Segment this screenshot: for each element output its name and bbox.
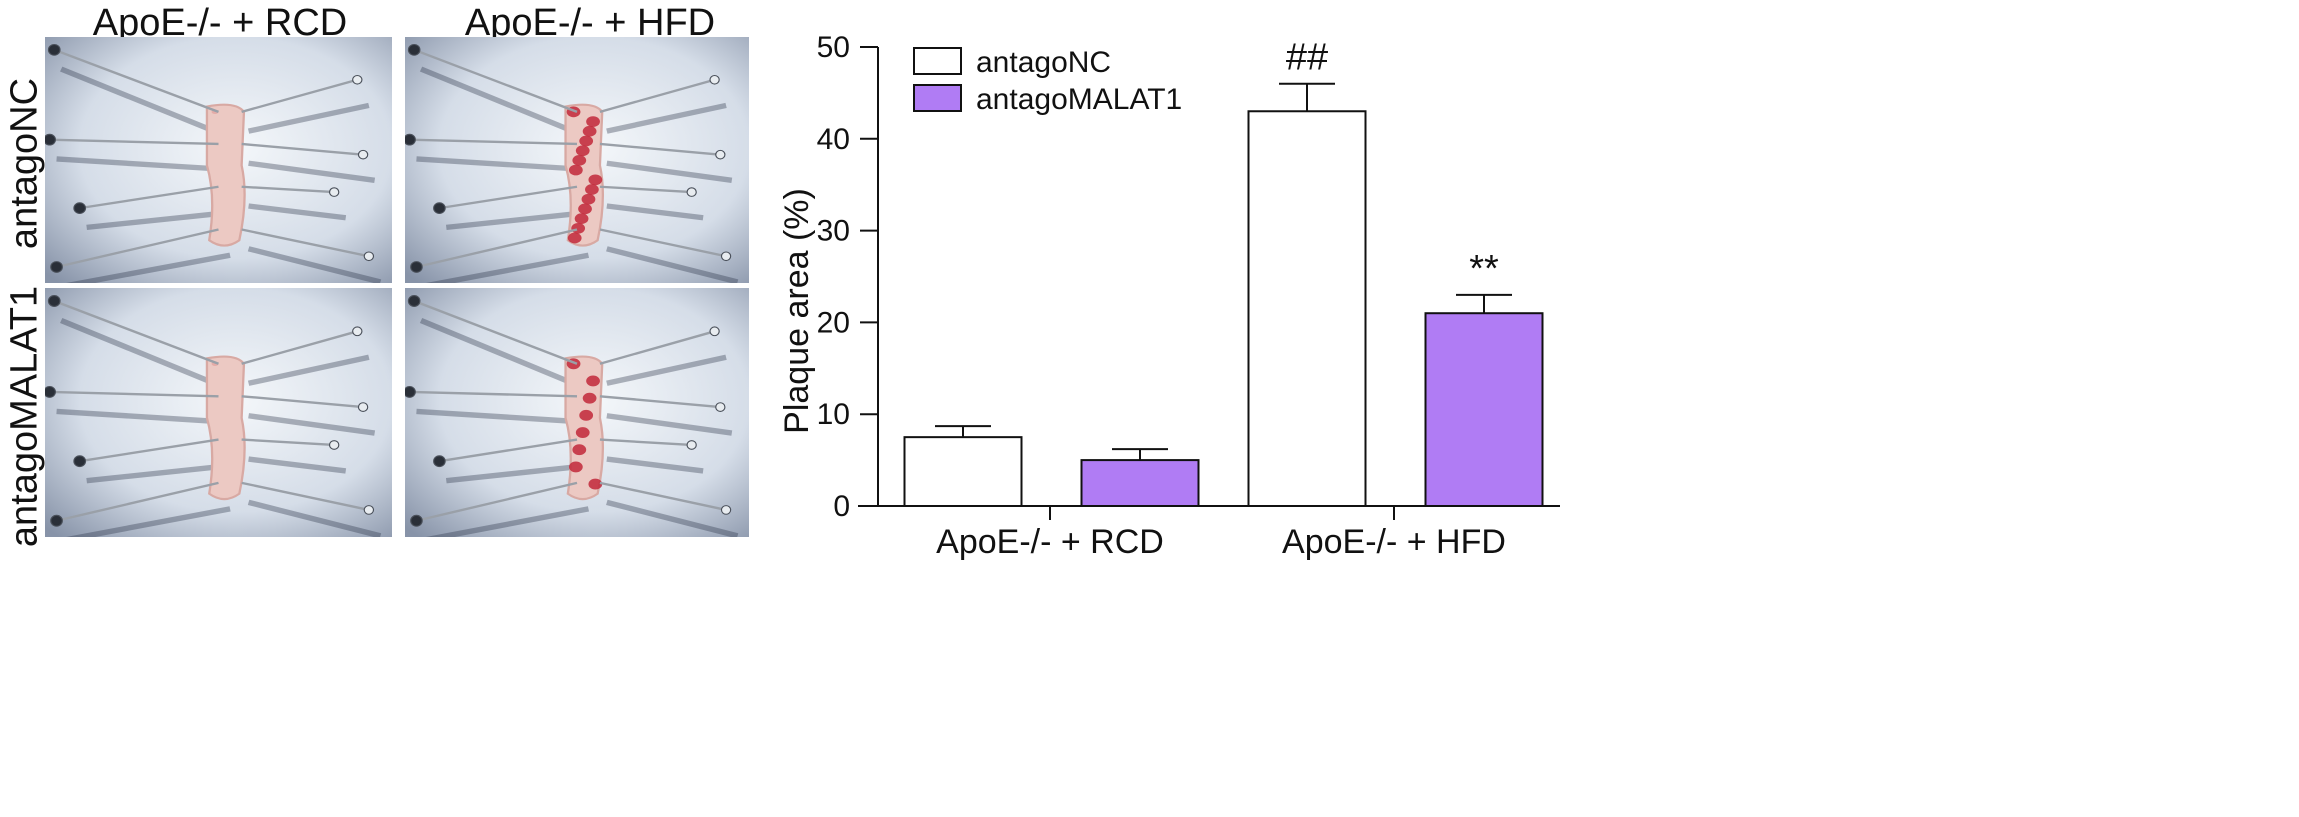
aorta-photo-panel (45, 288, 392, 537)
aorta-photo-panel (405, 288, 749, 537)
aorta-photo-panel (45, 37, 392, 283)
y-tick-label: 40 (817, 123, 850, 156)
y-axis-label: Plaque area (%) (778, 188, 816, 434)
bar-antagomalat1 (1080, 459, 1200, 508)
y-tick-label: 20 (817, 306, 850, 339)
bar-antagomalat1 (1424, 312, 1544, 507)
y-tick-label: 10 (817, 398, 850, 431)
significance-label: ** (1469, 248, 1499, 290)
y-tick-label: 0 (833, 490, 850, 523)
significance-label: ## (1286, 37, 1328, 79)
y-tick-label: 50 (817, 31, 850, 64)
legend-swatch-antagonc (913, 47, 962, 75)
legend-label: antagoMALAT1 (976, 83, 1182, 116)
legend-label: antagoNC (976, 46, 1111, 79)
bar-antagonc (1247, 110, 1367, 507)
row-label-antagomalat1: antagoMALAT1 (3, 285, 46, 548)
x-tick-label: ApoE-/- + HFD (1282, 523, 1506, 561)
bar-chart: 0 10 20 30 40 50 Plaque area (%) ApoE-/- + RCD A… (778, 31, 1560, 561)
row-label-antagonc: antagoNC (3, 77, 46, 250)
y-tick-label: 30 (817, 215, 850, 248)
x-tick-label: ApoE-/- + RCD (936, 523, 1164, 561)
bar-antagonc (903, 436, 1023, 507)
legend-swatch-antagomalat1 (913, 84, 962, 112)
aorta-photo-panel (405, 37, 749, 283)
